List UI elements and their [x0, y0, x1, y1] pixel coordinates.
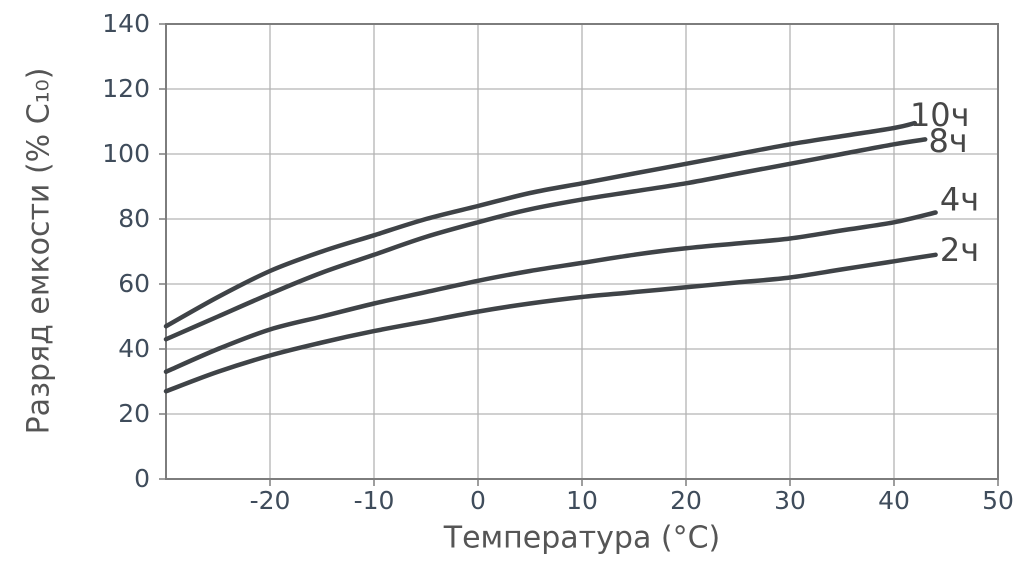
x-tick-label: -10: [353, 486, 395, 515]
curve-2h: [163, 252, 938, 394]
y-tick-label: 120: [102, 74, 150, 103]
y-tick-label: 140: [102, 9, 150, 38]
y-tick-label: 40: [118, 334, 150, 363]
y-tick-label: 0: [134, 464, 150, 493]
series-label-8h: 8ч: [928, 122, 967, 160]
x-tick-label: 40: [878, 486, 910, 515]
x-axis-title: Температура (°C): [443, 520, 721, 556]
y-tick-label: 20: [118, 399, 150, 428]
y-tick-label: 100: [102, 139, 150, 168]
x-tick-label: 20: [670, 486, 702, 515]
y-tick-label: 60: [118, 269, 150, 298]
curve-8h: [163, 137, 928, 342]
x-tick-label: 0: [470, 486, 486, 515]
curve-10h: [163, 120, 918, 329]
x-tick-label: 10: [566, 486, 598, 515]
y-axis-title: Разряд емкости (% C₁₀): [21, 67, 57, 435]
series-label-4h: 4ч: [940, 181, 979, 219]
x-tick-label: 50: [982, 486, 1014, 515]
curve-4h: [163, 210, 938, 374]
x-tick-label: 30: [774, 486, 806, 515]
plot-frame: [165, 23, 999, 480]
series-label-2h: 2ч: [940, 231, 979, 269]
y-tick-label: 80: [118, 204, 150, 233]
x-tick-label: -20: [249, 486, 291, 515]
series-label-10h: 10ч: [910, 96, 970, 134]
